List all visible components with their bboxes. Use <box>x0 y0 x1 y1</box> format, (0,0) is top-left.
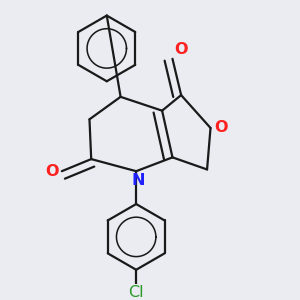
Text: O: O <box>215 120 228 135</box>
Text: N: N <box>131 173 145 188</box>
Text: O: O <box>174 42 188 57</box>
Text: Cl: Cl <box>128 285 144 300</box>
Text: O: O <box>45 164 58 179</box>
